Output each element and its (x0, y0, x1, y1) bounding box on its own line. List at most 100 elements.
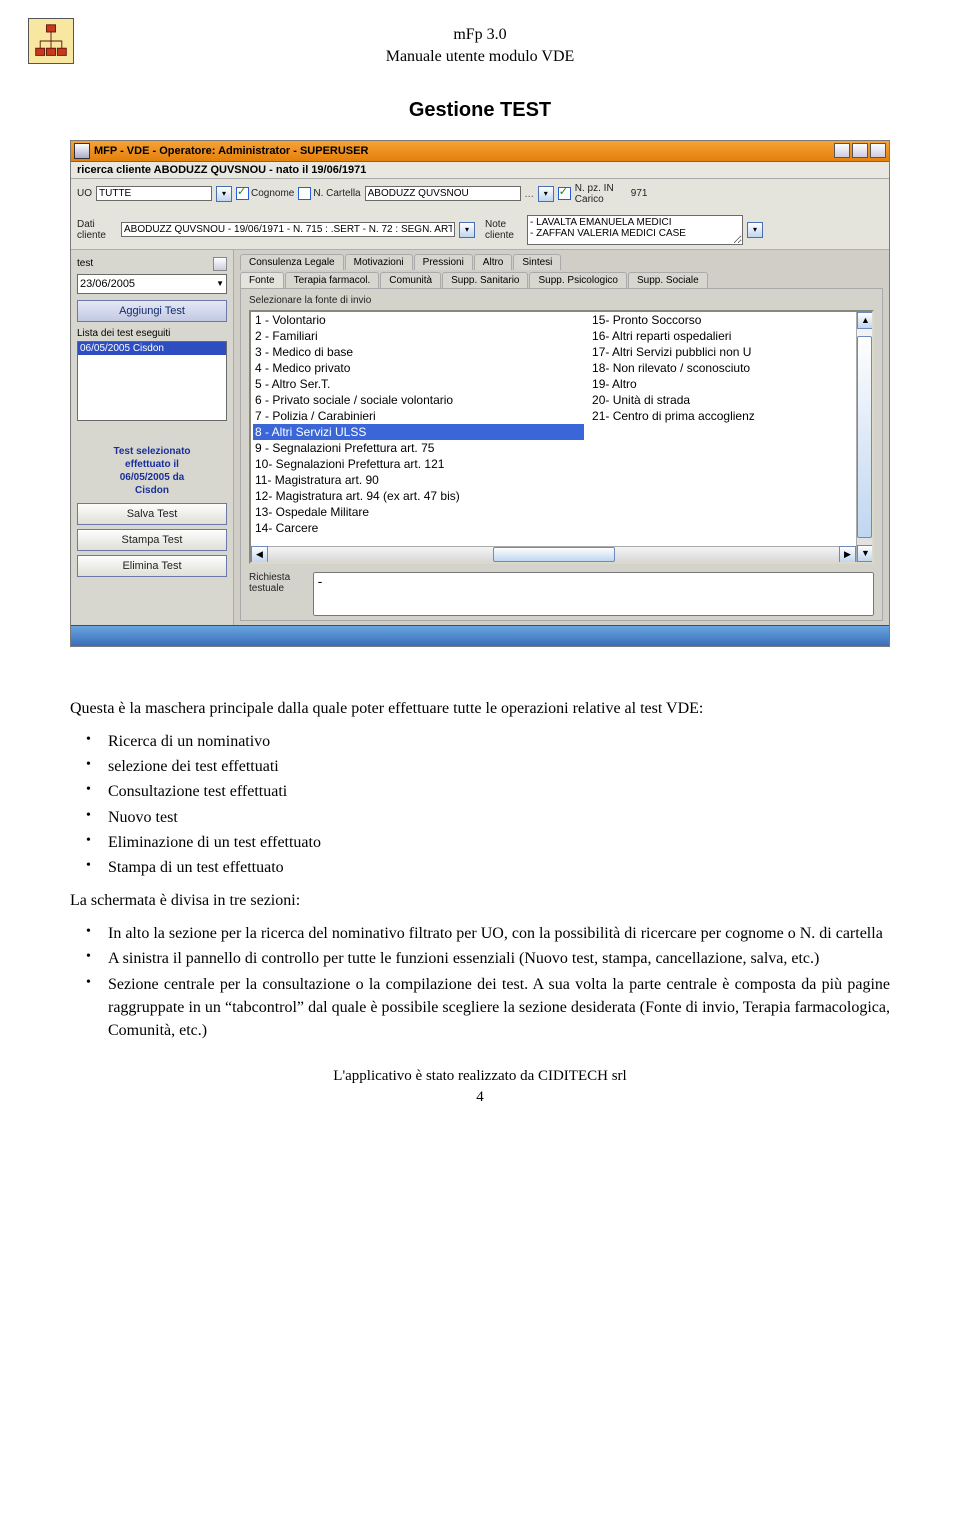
npz-checkbox[interactable] (558, 187, 571, 200)
subtab-supp-sanitario[interactable]: Supp. Sanitario (442, 272, 528, 288)
client-name-field[interactable] (365, 186, 521, 201)
tab-sintesi[interactable]: Sintesi (513, 254, 561, 270)
page-number: 4 (70, 1089, 890, 1106)
minimize-button[interactable] (834, 143, 850, 158)
subtab-supp-psicologico[interactable]: Supp. Psicologico (529, 272, 627, 288)
tab-pressioni[interactable]: Pressioni (414, 254, 473, 270)
pane-header: Selezionare la fonte di invio (249, 295, 874, 306)
source-option[interactable]: 13- Ospedale Militare (253, 504, 584, 520)
intro-para: Questa è la maschera principale dalla qu… (70, 697, 890, 720)
client-dropdown-icon[interactable]: ▾ (538, 186, 554, 202)
source-option[interactable]: 17- Altri Servizi pubblici non U (590, 344, 872, 360)
feature-item: Eliminazione di un test effettuato (104, 831, 890, 854)
npz-label: N. pz. IN Carico (575, 183, 627, 205)
feature-item: selezione dei test effettuati (104, 755, 890, 778)
app-logo (28, 18, 74, 64)
para-sections: La schermata è divisa in tre sezioni: (70, 889, 890, 912)
delete-test-button[interactable]: Elimina Test (77, 555, 227, 577)
source-option[interactable]: 14- Carcere (253, 520, 584, 536)
side-panel: test 23/06/2005 ▼ Aggiungi Test Lista de… (71, 250, 234, 625)
source-option[interactable]: 8 - Altri Servizi ULSS (253, 424, 584, 440)
source-option[interactable]: 9 - Segnalazioni Prefettura art. 75 (253, 440, 584, 456)
scroll-up-icon[interactable]: ▲ (857, 312, 874, 329)
source-option[interactable]: 15- Pronto Soccorso (590, 312, 872, 328)
feature-list: Ricerca di un nominativoselezione dei te… (70, 730, 890, 879)
feature-item: Consultazione test effettuati (104, 780, 890, 803)
source-option[interactable]: 19- Altro (590, 376, 872, 392)
source-option[interactable]: 2 - Familiari (253, 328, 584, 344)
horizontal-scrollbar[interactable]: ◀ ▶ (251, 546, 856, 562)
subtab-comunit-[interactable]: Comunità (380, 272, 441, 288)
section-item: In alto la sezione per la ricerca del no… (104, 922, 890, 945)
source-option[interactable]: 6 - Privato sociale / sociale volontario (253, 392, 584, 408)
section-title: Gestione TEST (70, 99, 890, 122)
source-option[interactable]: 21- Centro di prima accoglienz (590, 408, 872, 424)
title-bar: MFP - VDE - Operatore: Administrator - S… (71, 141, 889, 162)
test-list-label: Lista dei test eseguiti (77, 328, 227, 339)
close-button[interactable] (870, 143, 886, 158)
doc-subtitle: Manuale utente modulo VDE (70, 46, 890, 68)
sections-list: In alto la sezione per la ricerca del no… (70, 922, 890, 1042)
source-option[interactable]: 16- Altri reparti ospedalieri (590, 328, 872, 344)
dati-label: Dati cliente (77, 219, 117, 241)
dati-cliente-field[interactable] (121, 222, 455, 237)
feature-item: Stampa di un test effettuato (104, 856, 890, 879)
scroll-thumb[interactable] (857, 336, 872, 538)
source-option[interactable]: 7 - Polizia / Carabinieri (253, 408, 584, 424)
vertical-scrollbar[interactable]: ▲ ▼ (856, 312, 872, 562)
feature-item: Ricerca di un nominativo (104, 730, 890, 753)
cognome-checkbox[interactable]: Cognome (236, 187, 294, 200)
richiesta-label: Richiesta testuale (249, 572, 307, 594)
scroll-left-icon[interactable]: ◀ (251, 546, 268, 563)
tabs-sub: FonteTerapia farmacol.ComunitàSupp. Sani… (240, 272, 883, 288)
tab-altro[interactable]: Altro (474, 254, 513, 270)
source-option[interactable]: 12- Magistratura art. 94 (ex art. 47 bis… (253, 488, 584, 504)
source-option[interactable]: 1 - Volontario (253, 312, 584, 328)
dati-dropdown-icon[interactable]: ▾ (459, 222, 475, 238)
print-test-button[interactable]: Stampa Test (77, 529, 227, 551)
subtab-supp-sociale[interactable]: Supp. Sociale (628, 272, 708, 288)
source-option[interactable]: 11- Magistratura art. 90 (253, 472, 584, 488)
source-option[interactable]: 20- Unità di strada (590, 392, 872, 408)
tab-motivazioni[interactable]: Motivazioni (345, 254, 413, 270)
panel-collapse-icon[interactable] (213, 257, 227, 271)
source-option[interactable]: 18- Non rilevato / sconosciuto (590, 360, 872, 376)
source-option[interactable]: 10- Segnalazioni Prefettura art. 121 (253, 456, 584, 472)
doc-header: mFp 3.0 Manuale utente modulo VDE (70, 24, 890, 69)
scroll-down-icon[interactable]: ▼ (857, 545, 874, 562)
save-test-button[interactable]: Salva Test (77, 503, 227, 525)
source-option[interactable]: 3 - Medico di base (253, 344, 584, 360)
uo-dropdown-icon[interactable]: ▾ (216, 186, 232, 202)
search-bar: UO ▾ Cognome N. Cartella ... ▾ N. pz. IN… (71, 179, 889, 250)
body-text: Questa è la maschera principale dalla qu… (70, 697, 890, 1042)
uo-field[interactable] (96, 186, 212, 201)
panel-title: test (77, 258, 93, 269)
status-bar (71, 625, 889, 646)
scroll-right-icon[interactable]: ▶ (839, 546, 856, 563)
subtab-fonte[interactable]: Fonte (240, 272, 284, 288)
tabs-top: Consulenza LegaleMotivazioniPressioniAlt… (240, 254, 883, 270)
selected-test-info: Test selezionato effettuato il 06/05/200… (77, 445, 227, 497)
npz-value: 971 (631, 188, 648, 199)
test-date-field[interactable]: 23/06/2005 ▼ (77, 274, 227, 294)
source-option[interactable]: 5 - Altro Ser.T. (253, 376, 584, 392)
richiesta-textarea[interactable]: - (313, 572, 874, 616)
note-dropdown-icon[interactable]: ▾ (747, 222, 763, 238)
note-cliente-field[interactable]: - LAVALTA EMANUELA MEDICI - ZAFFAN VALER… (527, 215, 743, 245)
maximize-button[interactable] (852, 143, 868, 158)
ncartella-checkbox[interactable]: N. Cartella (298, 187, 360, 200)
app-window: MFP - VDE - Operatore: Administrator - S… (70, 140, 890, 647)
tab-content: Consulenza LegaleMotivazioniPressioniAlt… (234, 250, 889, 625)
app-icon (74, 143, 90, 159)
source-listbox[interactable]: 1 - Volontario2 - Familiari3 - Medico di… (249, 310, 874, 564)
add-test-button[interactable]: Aggiungi Test (77, 300, 227, 322)
test-list[interactable]: 06/05/2005 Cisdon (77, 341, 227, 421)
source-option[interactable]: 4 - Medico privato (253, 360, 584, 376)
tab-consulenza-legale[interactable]: Consulenza Legale (240, 254, 344, 270)
h-scroll-thumb[interactable] (493, 547, 615, 562)
subtab-terapia-farmacol-[interactable]: Terapia farmacol. (285, 272, 380, 288)
test-list-item[interactable]: 06/05/2005 Cisdon (78, 342, 226, 355)
footer: L'applicativo è stato realizzato da CIDI… (70, 1068, 890, 1085)
doc-version: mFp 3.0 (70, 24, 890, 46)
window-title: MFP - VDE - Operatore: Administrator - S… (94, 145, 368, 157)
